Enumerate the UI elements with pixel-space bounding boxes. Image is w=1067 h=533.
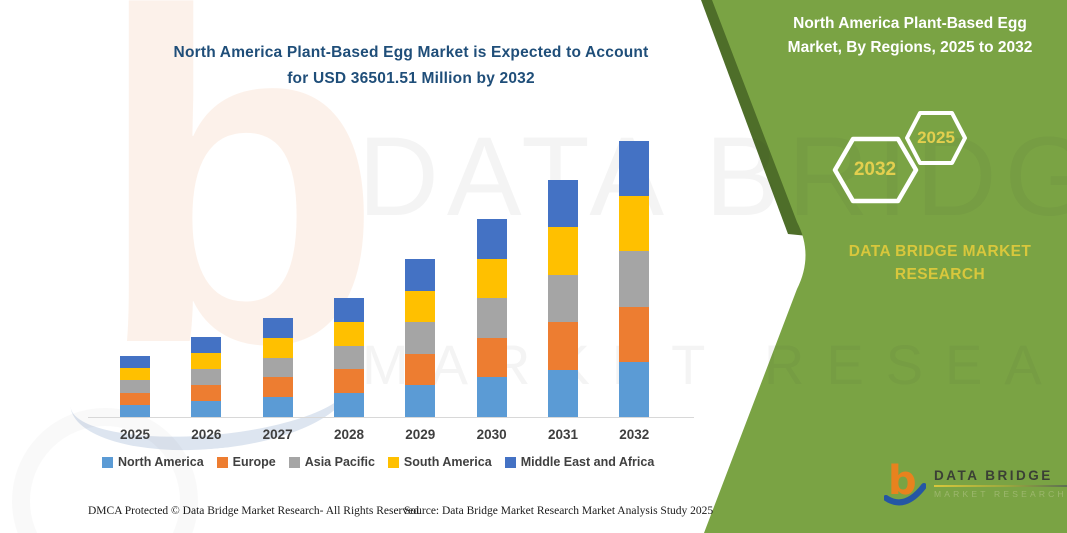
segment-north-america-2027 [262, 397, 293, 417]
hexagon-2032: 2032 [830, 135, 920, 205]
segment-middle-east-and-africa-2025 [120, 356, 150, 369]
plot-area [120, 141, 650, 417]
bar-2030 [476, 219, 507, 417]
x-axis-label-2031: 2031 [547, 427, 578, 442]
logo-divider [934, 484, 1067, 487]
segment-europe-2026 [191, 385, 222, 402]
segment-asia-pacific-2032 [619, 251, 650, 307]
source-note: Source: Data Bridge Market Research Mark… [404, 505, 714, 517]
hexagon-2032-outline [832, 136, 919, 204]
segment-north-america-2032 [619, 361, 650, 417]
legend-label-asia-pacific: Asia Pacific [304, 455, 375, 469]
hexagon-2025: 2025 [903, 110, 969, 166]
segment-south-america-2030 [476, 258, 507, 299]
segment-south-america-2031 [547, 227, 578, 275]
panel-heading-line2: Market, By Regions, 2025 to 2032 [787, 39, 1033, 57]
legend-item-north-america: North America [102, 455, 204, 469]
x-axis-label-2030: 2030 [476, 427, 507, 442]
legend-item-asia-pacific: Asia Pacific [288, 455, 375, 469]
segment-middle-east-and-africa-2029 [405, 259, 436, 291]
segment-south-america-2025 [120, 368, 150, 381]
legend-item-middle-east-and-africa: Middle East and Africa [504, 455, 655, 469]
bar-2028 [333, 298, 364, 417]
chart-title: North America Plant-Based Egg Market is … [128, 40, 694, 91]
hexagon-2025-outline [905, 111, 967, 165]
databridge-logo-icon: b [884, 458, 926, 506]
legend-label-south-america: South America [403, 455, 492, 469]
legend-swatch-south-america [387, 456, 399, 468]
legend-label-north-america: North America [118, 455, 204, 469]
x-axis-label-2027: 2027 [262, 427, 293, 442]
hexagon-2025-label: 2025 [917, 128, 955, 147]
segment-middle-east-and-africa-2031 [547, 180, 578, 228]
segment-north-america-2028 [333, 393, 364, 417]
segment-asia-pacific-2027 [262, 357, 293, 378]
bar-2026 [191, 337, 222, 417]
panel-heading-line1: North America Plant-Based Egg [793, 15, 1027, 32]
segment-middle-east-and-africa-2030 [476, 219, 507, 259]
bar-2027 [262, 318, 293, 417]
segment-north-america-2031 [547, 369, 578, 417]
legend-label-middle-east-and-africa: Middle East and Africa [520, 455, 655, 469]
segment-middle-east-and-africa-2032 [619, 141, 650, 197]
x-axis-label-2025: 2025 [119, 427, 151, 442]
segment-asia-pacific-2028 [333, 345, 364, 370]
segment-south-america-2026 [191, 353, 222, 370]
segment-south-america-2027 [262, 337, 293, 358]
segment-europe-2029 [405, 353, 436, 386]
legend-label-europe: Europe [232, 455, 276, 469]
segment-europe-2028 [333, 369, 364, 394]
segment-south-america-2029 [405, 290, 436, 323]
segment-north-america-2029 [405, 385, 436, 417]
segment-asia-pacific-2029 [405, 322, 436, 354]
segment-europe-2027 [262, 377, 293, 398]
segment-north-america-2030 [476, 377, 507, 417]
segment-asia-pacific-2025 [120, 380, 150, 393]
legend-swatch-asia-pacific [288, 456, 300, 468]
chart-title-line1: North America Plant-Based Egg Market is … [173, 44, 649, 61]
segment-europe-2032 [619, 306, 650, 362]
segment-north-america-2026 [191, 401, 222, 417]
legend-item-europe: Europe [216, 455, 276, 469]
segment-south-america-2032 [619, 196, 650, 252]
bar-2031 [547, 180, 578, 417]
bar-2029 [405, 259, 436, 417]
segment-europe-2031 [547, 322, 578, 370]
segment-asia-pacific-2031 [547, 274, 578, 323]
legend-item-south-america: South America [387, 455, 492, 469]
bar-2032 [619, 141, 650, 417]
logo-subtitle: MARKET RESEARCH [934, 488, 1067, 499]
x-axis-label-2026: 2026 [191, 427, 222, 442]
chart-legend: North America Europe Asia Pacific South Ame… [102, 455, 654, 469]
logo-name: DATA BRIDGE [934, 467, 1053, 483]
databridge-logo: b DATA BRIDGE MARKET RESEARCH [884, 458, 1067, 508]
segment-middle-east-and-africa-2026 [191, 337, 222, 354]
segment-asia-pacific-2030 [476, 298, 507, 338]
segment-middle-east-and-africa-2027 [262, 318, 293, 338]
panel-brand-text: DATA BRIDGE MARKET RESEARCH [848, 243, 1032, 284]
segment-south-america-2028 [333, 321, 364, 346]
x-axis-label-2032: 2032 [619, 427, 650, 442]
segment-europe-2025 [120, 392, 150, 405]
x-axis-label-2029: 2029 [405, 427, 436, 442]
x-axis-line [88, 417, 694, 418]
x-axis-label-2028: 2028 [333, 427, 364, 442]
legend-swatch-north-america [102, 456, 113, 468]
legend-swatch-middle-east-and-africa [504, 456, 516, 468]
segment-middle-east-and-africa-2028 [333, 298, 364, 322]
segment-north-america-2025 [120, 404, 150, 417]
panel-heading: North America Plant-Based Egg Market, By… [760, 12, 1060, 60]
chart-title-line2: for USD 36501.51 Million by 2032 [287, 69, 535, 87]
segment-europe-2030 [476, 337, 507, 378]
segment-asia-pacific-2026 [191, 369, 222, 386]
hexagon-2032-label: 2032 [853, 159, 897, 180]
legend-swatch-europe [216, 456, 228, 468]
dmca-notice: DMCA Protected © Data Bridge Market Rese… [88, 505, 422, 517]
bar-2025 [120, 356, 150, 417]
